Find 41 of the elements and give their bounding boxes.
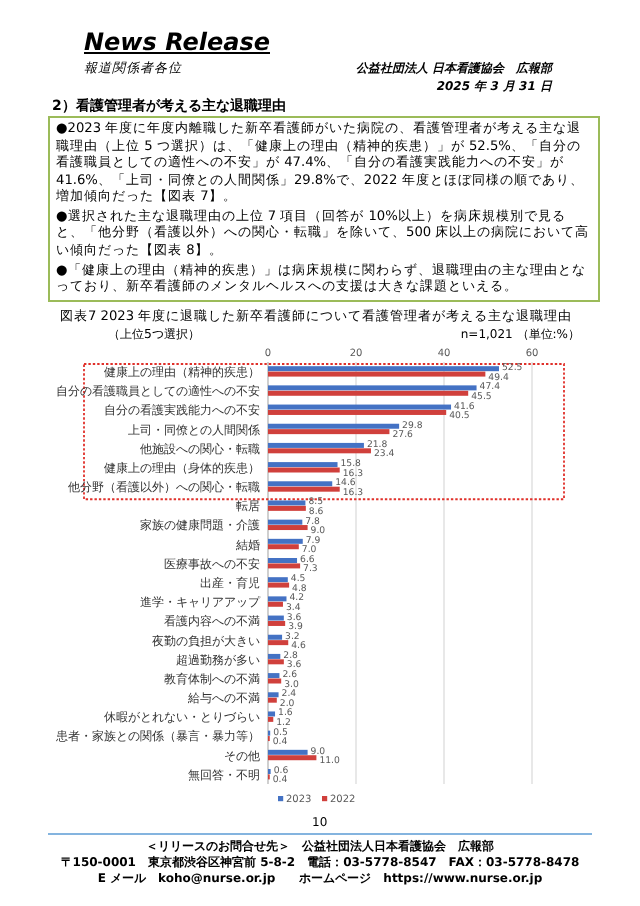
bar — [268, 716, 274, 722]
bar — [268, 673, 280, 679]
bar — [268, 755, 317, 761]
bar — [268, 678, 282, 684]
bar — [268, 596, 287, 602]
bar — [268, 634, 283, 640]
bar — [268, 404, 452, 410]
bar — [268, 505, 306, 511]
bar — [268, 429, 390, 435]
bar — [268, 582, 290, 588]
bar — [268, 692, 279, 698]
bar — [268, 620, 286, 626]
bar — [268, 500, 306, 506]
bar — [268, 640, 289, 646]
bar — [268, 385, 477, 391]
bar — [268, 544, 299, 550]
bar — [268, 538, 303, 544]
bar — [268, 366, 499, 372]
bar — [268, 371, 486, 377]
bar — [268, 448, 371, 454]
bar — [268, 467, 340, 473]
bar — [268, 481, 333, 487]
bar — [268, 577, 288, 583]
bar — [268, 659, 284, 665]
bar — [268, 519, 303, 525]
bar — [268, 409, 447, 415]
bar — [268, 601, 283, 607]
bar — [268, 423, 400, 429]
bar — [268, 462, 338, 468]
bar — [268, 525, 308, 531]
bar — [268, 486, 340, 492]
bar — [268, 558, 298, 564]
text: News Release — [84, 28, 270, 56]
bar — [268, 390, 469, 396]
bar — [268, 615, 284, 621]
bar — [268, 563, 301, 569]
bar — [268, 749, 308, 755]
bar — [268, 711, 276, 717]
bar — [268, 442, 364, 448]
bar — [268, 653, 281, 659]
bar — [268, 697, 277, 703]
